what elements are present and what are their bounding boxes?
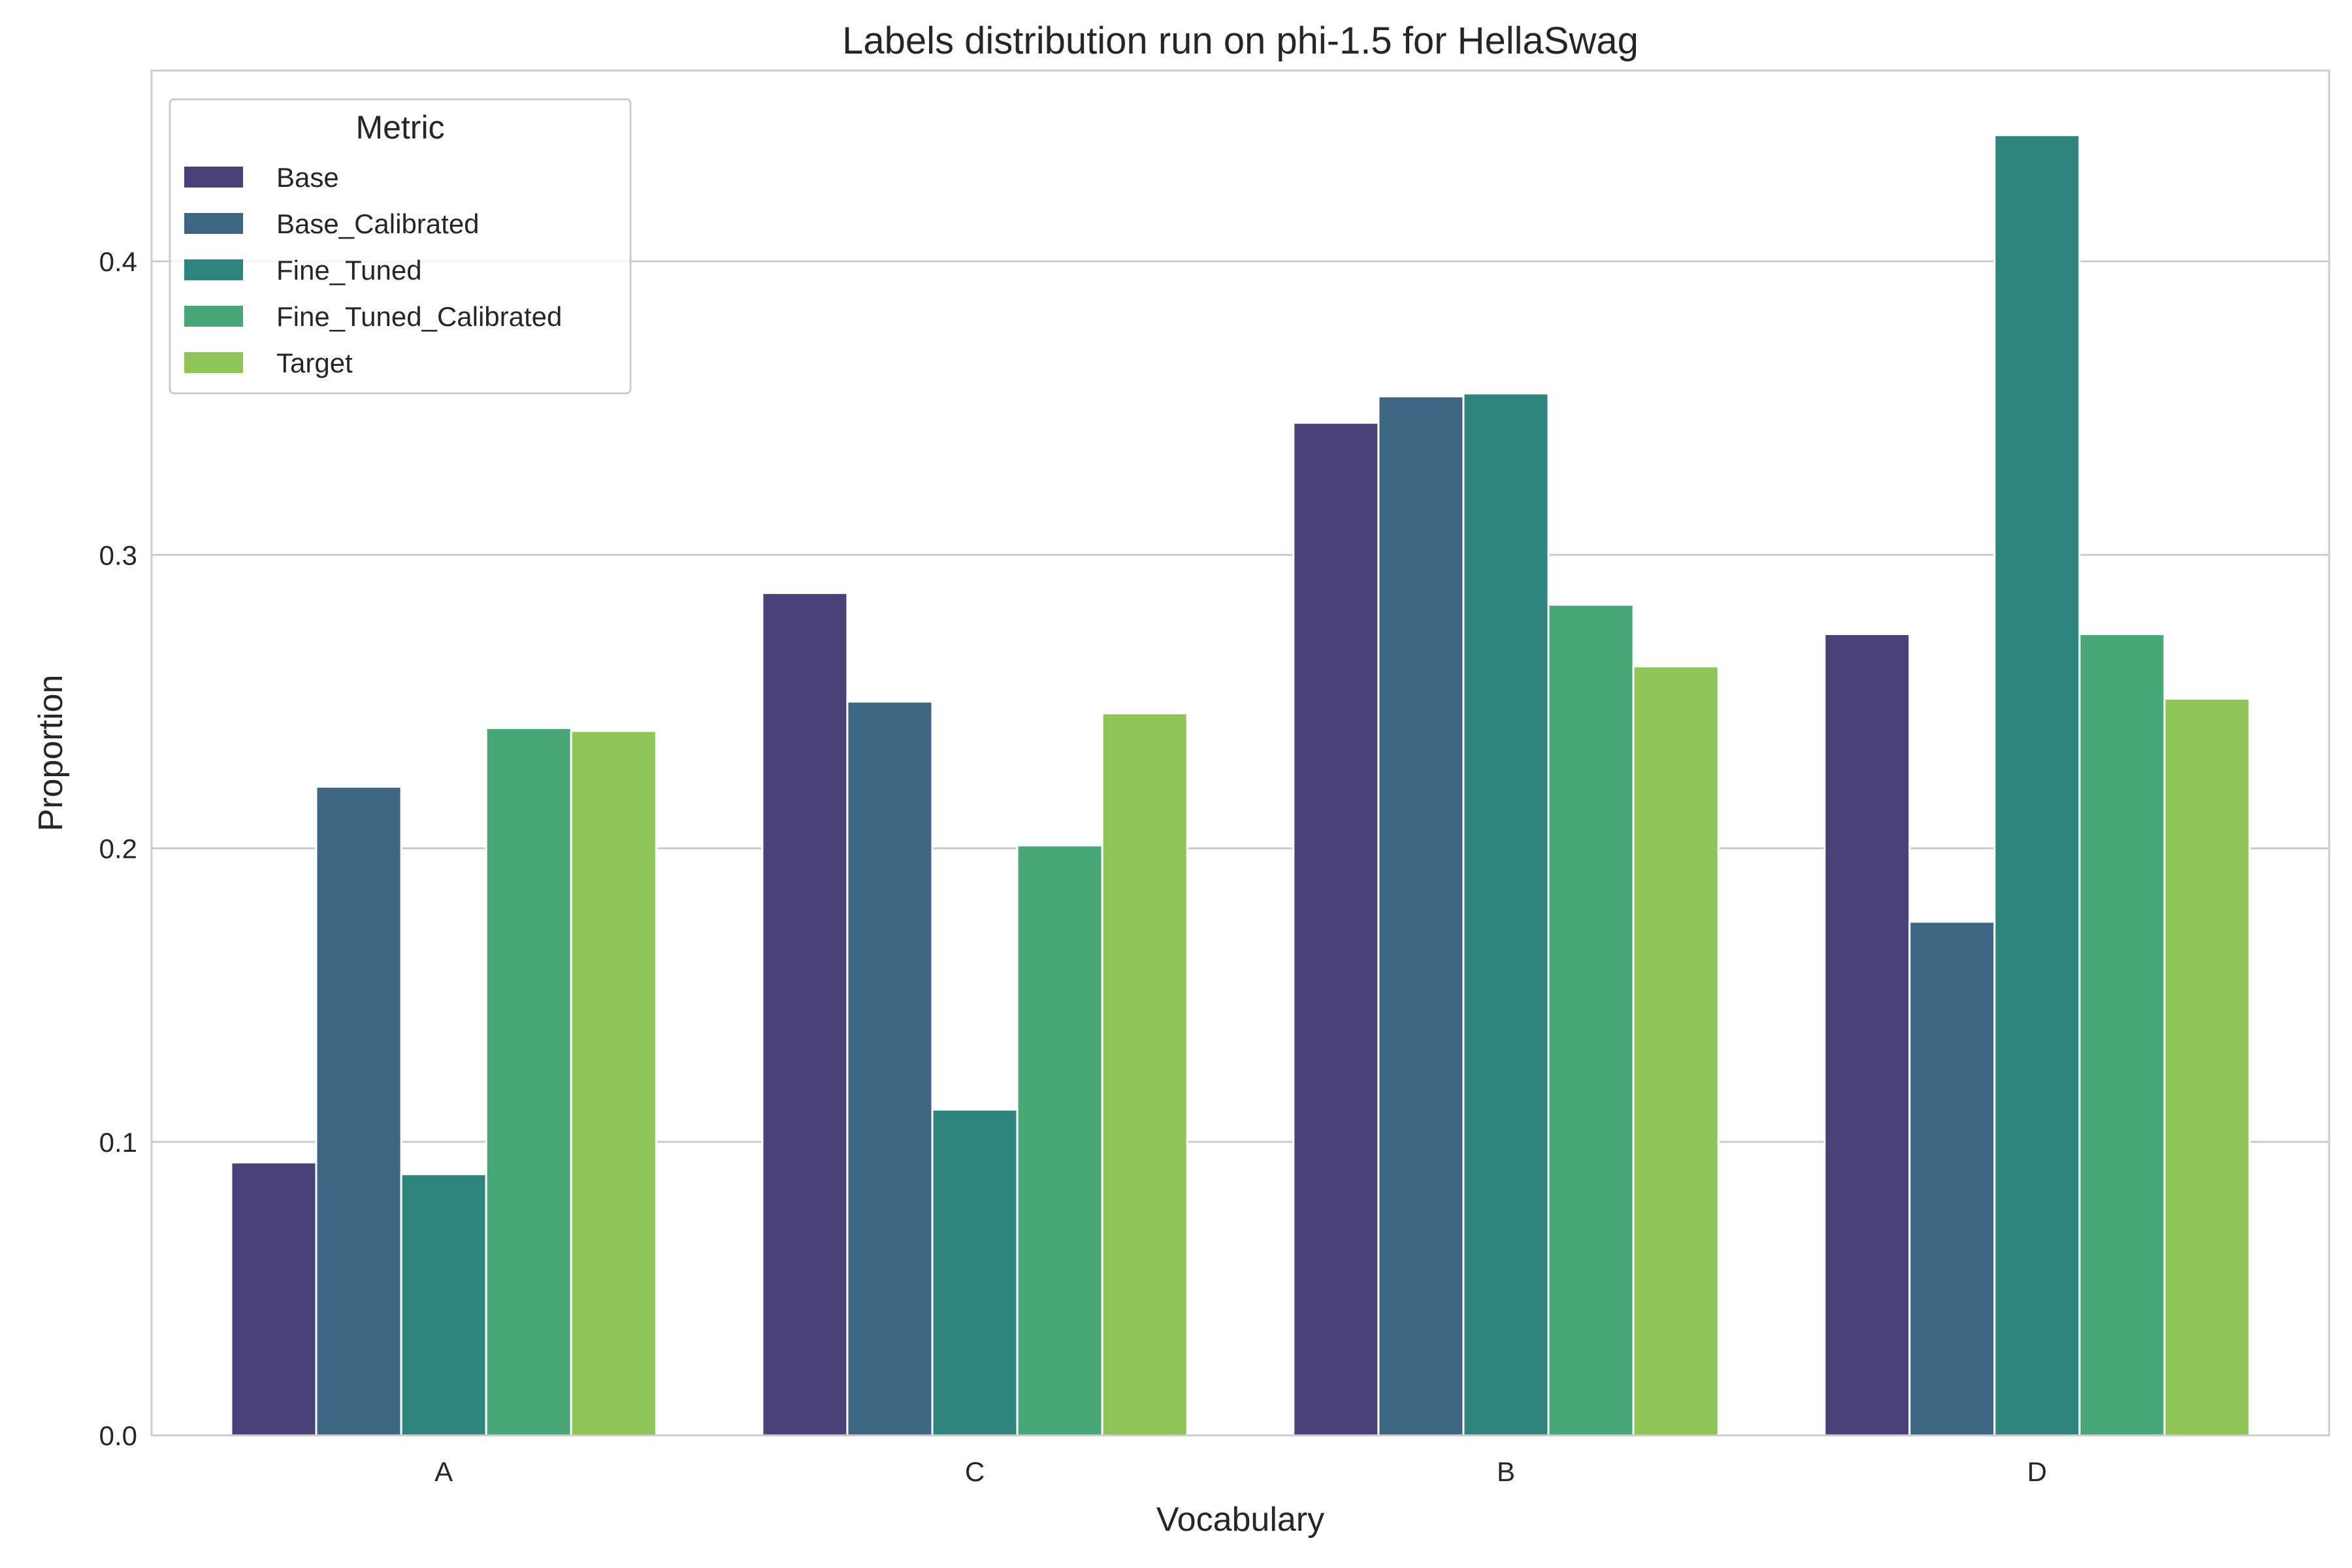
legend-label: Fine_Tuned_Calibrated [276,301,562,332]
bar-target-d [2163,697,2251,1437]
bar-base-calibrated-d [1908,921,1996,1437]
legend-swatch [184,306,243,327]
legend: Metric Base Base_Calibrated Fine_Tuned Fine… [169,98,632,395]
bar-fine-tuned-d [1993,134,2081,1437]
x-tick-label: A [434,1456,453,1487]
x-tick-label: B [1497,1456,1515,1487]
y-tick-label: 0.0 [99,1420,137,1451]
legend-label: Base [276,162,339,193]
y-axis-label: Proportion [32,675,70,832]
bar-base-a [230,1161,318,1437]
legend-label: Target [276,348,353,378]
legend-items: Base Base_Calibrated Fine_Tuned Fine_Tuned_… [184,162,562,378]
bar-target-c [1101,712,1188,1437]
bar-fine-tuned-calibrated-a [485,727,572,1437]
bar-fine-tuned-calibrated-b [1547,604,1635,1437]
y-tick-label: 0.1 [99,1127,137,1158]
tick-labels: 0.0 0.1 0.2 0.3 0.4 A C B D [99,246,2047,1487]
bar-target-a [570,730,657,1437]
bar-target-b [1632,665,1720,1437]
x-tick-label: C [965,1456,985,1487]
legend-swatch [184,167,243,188]
bar-base-c [761,592,849,1437]
y-tick-label: 0.3 [99,540,137,570]
legend-title: Metric [355,109,444,146]
legend-swatch [184,259,243,280]
plot-frame [150,69,2330,1437]
y-tick-label: 0.2 [99,834,137,864]
legend-swatch [184,352,243,373]
x-tick-label: D [2027,1456,2047,1487]
x-axis-label: Vocabulary [1156,1501,1324,1539]
bar-fine-tuned-c [931,1108,1019,1437]
legend-label: Base_Calibrated [276,208,480,239]
bar-base-calibrated-b [1377,395,1465,1437]
bar-base-calibrated-c [846,700,934,1437]
bar-base-calibrated-a [315,785,402,1437]
bar-base-d [1823,633,1911,1437]
bar-fine-tuned-calibrated-d [2078,633,2166,1437]
bar-fine-tuned-a [400,1173,487,1437]
bar-fine-tuned-calibrated-c [1016,844,1103,1437]
bars [230,134,2251,1437]
legend-swatch [184,213,243,234]
bar-fine-tuned-b [1462,392,1550,1437]
chart-title: Labels distribution run on phi-1.5 for H… [842,20,1639,62]
y-tick-label: 0.4 [99,246,137,277]
legend-box [169,98,632,395]
bar-base-b [1292,421,1380,1437]
legend-label: Fine_Tuned [276,255,422,286]
